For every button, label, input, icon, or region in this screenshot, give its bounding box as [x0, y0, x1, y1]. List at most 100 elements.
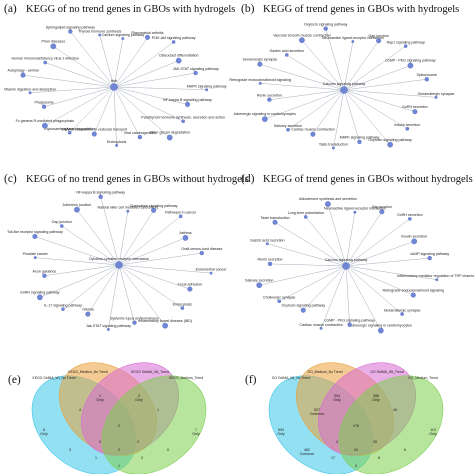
pathway-label: GnRH signaling pathway — [20, 290, 60, 294]
pathway-node — [261, 116, 268, 122]
pathway-label: Adherens junction — [63, 203, 92, 207]
pathway-node — [325, 201, 331, 207]
venn-region-count: 2 — [118, 448, 120, 452]
pathway-label: Asthma — [179, 231, 191, 235]
venn-region-count: 8 — [378, 456, 380, 460]
edge — [108, 264, 120, 330]
pathway-label: Adrenergic signaling in cardiomyocytes — [350, 324, 413, 328]
pathway-node — [185, 101, 191, 107]
pathway-node — [310, 131, 316, 137]
venn-region-count: 2 — [118, 424, 120, 428]
pathway-label: Glioma — [82, 308, 93, 312]
pathway-node — [132, 320, 137, 325]
edge — [69, 86, 115, 133]
pathway-label: GnRH secretion — [402, 105, 428, 109]
pathway-node — [85, 311, 91, 317]
edge — [270, 263, 347, 267]
pathway-label: Taste transduction — [319, 143, 348, 147]
pathway-label: Phagosome — [34, 101, 53, 105]
pathway-node — [376, 38, 382, 44]
edge — [45, 62, 115, 88]
pathway-label: Renin secretion — [257, 93, 282, 97]
edge — [327, 203, 347, 267]
pathway-label: Graft-versus-host disease — [181, 247, 222, 251]
edge — [113, 86, 117, 146]
hub-node — [110, 83, 118, 91]
venn-region-count: 176 — [353, 424, 359, 428]
pathway-node — [412, 109, 418, 115]
panel-title: KEGG of no trend genes in GBOs with hydr… — [26, 4, 235, 15]
pathway-node — [42, 273, 47, 278]
edge — [113, 86, 207, 90]
pathway-node — [162, 322, 168, 329]
pathway-node — [265, 242, 269, 246]
pathway-label: Parathyroid hormone synthesis, secretion… — [141, 115, 225, 119]
pathway-node — [272, 219, 278, 225]
pathway-label: MAPK signaling pathway — [340, 136, 380, 140]
venn-region-count: 30 — [373, 440, 377, 444]
pathway-label: Prostate cancer — [23, 252, 49, 256]
edge — [345, 257, 430, 267]
venn-region-count: 527 Common — [310, 408, 325, 416]
pathway-label: Endometrial cancer — [196, 268, 228, 272]
pathway-label: Gastric acid secretion — [269, 49, 304, 53]
edge — [343, 89, 415, 112]
pathway-label: Vitamin digestion and absorption — [4, 87, 56, 91]
pathway-label: Taste transduction — [260, 216, 289, 220]
pathway-node — [91, 131, 97, 137]
pathway-node — [171, 40, 176, 44]
edge — [113, 41, 174, 88]
venn-region-count: 49 — [393, 408, 397, 412]
pathway-node — [178, 214, 183, 219]
panel-letter: (c) — [4, 173, 17, 185]
edge — [118, 237, 186, 266]
edge — [345, 265, 350, 325]
hub-node — [340, 86, 348, 94]
pathway-label: Endocytosis — [173, 302, 193, 306]
pathway-node — [166, 134, 173, 141]
network-panel-0: (a) KEGG of no trend genes in GBOs with h… — [4, 3, 235, 147]
pathway-label: Glutamatergic synapse — [418, 92, 455, 96]
pathway-label: Gap junction — [372, 205, 392, 209]
pathway-label: Human immunodeficiency virus 1 infection — [12, 57, 79, 61]
edge — [53, 46, 115, 88]
edge — [76, 209, 120, 266]
pathway-label: SNARE interactions in vesicular transpor… — [61, 127, 127, 131]
pathway-node — [427, 255, 432, 261]
venn-region-count: 7 Only — [192, 428, 200, 436]
nodes: Neuroactive ligand-receptor interactionG… — [229, 22, 455, 150]
edge — [113, 60, 179, 88]
pathway-label: Other glycan degradation — [150, 131, 190, 135]
venn-region-count: 4 — [336, 440, 338, 444]
network-panel-3: (d) KEGG of trend genes in GBOs without h… — [241, 173, 474, 334]
edge — [320, 265, 347, 329]
pathway-node — [121, 37, 125, 41]
pathway-node — [377, 327, 384, 334]
edge — [343, 65, 411, 91]
edge — [70, 31, 115, 88]
pathway-label: Inflammatory bowel disease (IBD) — [138, 319, 192, 323]
pathway-node — [303, 215, 308, 219]
venn-set-3 — [338, 375, 444, 474]
edge — [343, 89, 391, 145]
edge — [118, 210, 154, 266]
panel-title: KEGG of trend genes in GBOs with hydroge… — [263, 4, 459, 15]
edge — [259, 265, 347, 286]
pathway-label: Endocytosis — [107, 140, 127, 144]
hub-label: Hub — [111, 79, 118, 83]
pathway-label: cGMP - PKG signaling pathway — [324, 319, 374, 323]
pathway-label: Spliceosome — [416, 73, 437, 77]
pathway-label: GnRH secretion — [397, 213, 423, 217]
venn-region-count: 4 — [79, 408, 81, 412]
pathway-label: Toll-like receptor signaling pathway — [7, 230, 63, 234]
edge — [345, 265, 403, 315]
pathway-label: cGMP - PKG signaling pathway — [385, 59, 435, 63]
pathway-node — [258, 81, 262, 85]
edge — [267, 243, 347, 267]
edge — [312, 89, 345, 135]
pathway-node — [408, 217, 412, 221]
edge — [62, 264, 120, 310]
pathway-node — [403, 44, 408, 48]
pathway-label: NF-kappa B signaling pathway — [76, 191, 125, 195]
pathway-label: Salivary secretion — [274, 124, 302, 128]
